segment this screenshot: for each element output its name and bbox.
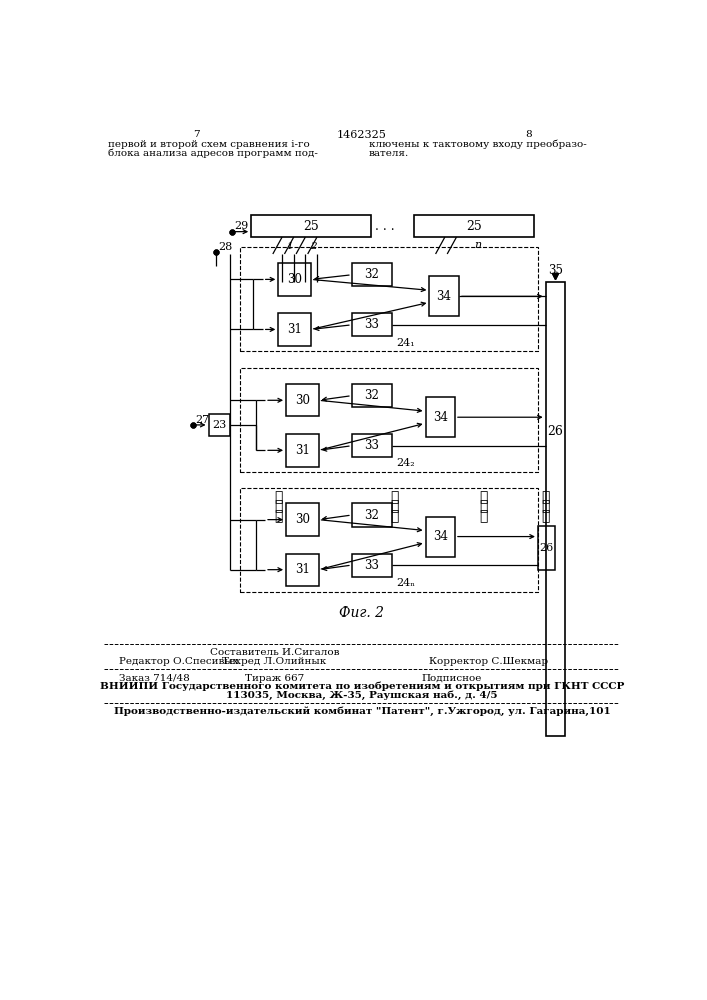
Text: 32: 32 bbox=[365, 268, 380, 281]
Text: 25: 25 bbox=[303, 220, 319, 233]
Bar bbox=[279, 313, 311, 346]
Text: Заказ 714/48: Заказ 714/48 bbox=[119, 674, 190, 683]
Text: первой и второй схем сравнения i-го: первой и второй схем сравнения i-го bbox=[107, 140, 310, 149]
Text: 30: 30 bbox=[295, 513, 310, 526]
Text: 34: 34 bbox=[437, 290, 452, 303]
Bar bbox=[538, 526, 555, 570]
Bar bbox=[240, 488, 538, 592]
Bar bbox=[240, 368, 538, 472]
Text: 30: 30 bbox=[295, 394, 310, 407]
Text: 24₂: 24₂ bbox=[396, 458, 415, 468]
Text: 31: 31 bbox=[287, 323, 302, 336]
Text: Составитель И.Сигалов: Составитель И.Сигалов bbox=[209, 648, 339, 657]
Text: 28: 28 bbox=[218, 242, 233, 252]
Bar bbox=[426, 397, 455, 437]
Text: ⋯: ⋯ bbox=[274, 500, 282, 514]
Text: ключены к тактовому входу преобразо-: ключены к тактовому входу преобразо- bbox=[369, 140, 587, 149]
Bar bbox=[546, 282, 565, 736]
Text: 1462325: 1462325 bbox=[337, 130, 387, 140]
Bar bbox=[352, 503, 392, 527]
Text: 7: 7 bbox=[194, 130, 200, 139]
Bar bbox=[286, 434, 319, 466]
Text: ⋮: ⋮ bbox=[542, 509, 550, 523]
Text: ВНИИПИ Государственного комитета по изобретениям и открытиям при ГКНТ СССР: ВНИИПИ Государственного комитета по изоб… bbox=[100, 682, 624, 691]
Text: вателя.: вателя. bbox=[369, 149, 409, 158]
Text: 113035, Москва, Ж-35, Раушская наб., д. 4/5: 113035, Москва, Ж-35, Раушская наб., д. … bbox=[226, 690, 498, 700]
Text: ⋮: ⋮ bbox=[542, 490, 550, 504]
Bar bbox=[240, 247, 538, 351]
Text: 24ₙ: 24ₙ bbox=[396, 578, 415, 588]
Text: ⋮: ⋮ bbox=[479, 500, 488, 514]
Bar bbox=[286, 554, 319, 586]
Bar bbox=[426, 517, 455, 557]
Bar bbox=[251, 215, 371, 237]
Text: 26: 26 bbox=[539, 543, 554, 553]
Text: ⋮: ⋮ bbox=[479, 490, 488, 504]
Text: ⋮: ⋮ bbox=[542, 500, 550, 514]
Bar bbox=[352, 554, 392, 577]
Text: 32: 32 bbox=[365, 509, 380, 522]
Text: 24₁: 24₁ bbox=[396, 338, 415, 348]
Bar bbox=[352, 263, 392, 286]
Text: 31: 31 bbox=[295, 444, 310, 457]
Text: Техред Л.Олийнык: Техред Л.Олийнык bbox=[222, 657, 327, 666]
Text: Фиг. 2: Фиг. 2 bbox=[339, 606, 385, 620]
Bar bbox=[414, 215, 534, 237]
Text: 31: 31 bbox=[295, 563, 310, 576]
Text: Подписное: Подписное bbox=[421, 674, 482, 683]
Text: 33: 33 bbox=[365, 439, 380, 452]
Text: ⋮: ⋮ bbox=[390, 500, 399, 514]
Text: блока анализа адресов программ под-: блока анализа адресов программ под- bbox=[107, 148, 317, 158]
Text: ⋮: ⋮ bbox=[390, 490, 399, 504]
Bar bbox=[286, 384, 319, 416]
Text: 2: 2 bbox=[310, 242, 317, 251]
Bar bbox=[279, 263, 311, 296]
Bar bbox=[429, 276, 459, 316]
Text: Тираж 667: Тираж 667 bbox=[245, 674, 304, 683]
Text: 29: 29 bbox=[234, 221, 248, 231]
Text: Производственно-издательский комбинат "Патент", г.Ужгород, ул. Гагарина,101: Производственно-издательский комбинат "П… bbox=[114, 707, 610, 716]
Text: 35: 35 bbox=[548, 264, 563, 277]
Text: ⋮: ⋮ bbox=[390, 509, 399, 523]
Bar bbox=[352, 313, 392, 336]
Text: 8: 8 bbox=[525, 130, 532, 139]
Text: ⋮: ⋮ bbox=[479, 509, 488, 523]
Bar bbox=[286, 503, 319, 536]
Text: 27: 27 bbox=[195, 415, 209, 425]
Text: 32: 32 bbox=[365, 389, 380, 402]
Text: 30: 30 bbox=[287, 273, 302, 286]
Text: Корректор С.Шекмар: Корректор С.Шекмар bbox=[429, 657, 549, 666]
Text: 25: 25 bbox=[466, 220, 481, 233]
Text: 33: 33 bbox=[365, 318, 380, 331]
Text: 1: 1 bbox=[286, 242, 293, 251]
Text: . . .: . . . bbox=[375, 220, 395, 233]
Text: 33: 33 bbox=[365, 559, 380, 572]
Text: 23: 23 bbox=[212, 420, 226, 430]
Bar bbox=[209, 414, 230, 436]
Text: 34: 34 bbox=[433, 530, 448, 543]
Text: ⋯: ⋯ bbox=[274, 490, 282, 504]
Text: 26: 26 bbox=[547, 425, 563, 438]
Bar bbox=[352, 384, 392, 407]
Bar bbox=[352, 434, 392, 457]
Text: ⋯: ⋯ bbox=[274, 509, 282, 523]
Text: n: n bbox=[474, 240, 481, 250]
Text: Редактор О.Спесивых: Редактор О.Спесивых bbox=[119, 657, 239, 666]
Text: 34: 34 bbox=[433, 411, 448, 424]
